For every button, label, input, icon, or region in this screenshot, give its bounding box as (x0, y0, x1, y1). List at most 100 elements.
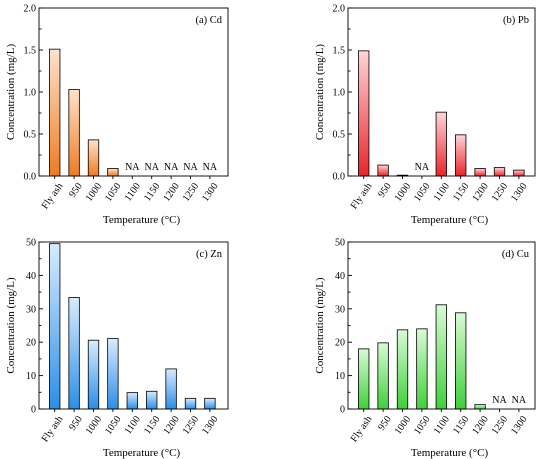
bar (184, 397, 197, 410)
bar (107, 168, 119, 177)
bar (146, 390, 158, 410)
x-tick-label: 1000 (84, 414, 104, 437)
x-tick-label: 1300 (509, 414, 529, 437)
x-axis-title: Temperature (°C) (411, 447, 489, 459)
bar (455, 312, 467, 410)
na-annotation: NA (512, 395, 527, 406)
y-tick-label: 2.0 (333, 4, 346, 15)
x-tick-label: 1100 (432, 414, 452, 436)
na-annotation: NA (492, 395, 507, 406)
na-annotation: NA (125, 162, 140, 173)
y-tick-label: 1.5 (24, 46, 37, 57)
na-annotation: NA (183, 162, 198, 173)
y-tick-label: 30 (26, 304, 36, 315)
x-tick-label: 1250 (181, 414, 201, 437)
x-tick-label: 1050 (103, 181, 123, 204)
y-axis-title: Concentration (mg/L) (314, 277, 326, 374)
y-tick-label: 10 (335, 371, 345, 382)
x-tick-label: 1150 (451, 181, 471, 203)
bar (165, 368, 177, 410)
plot-frame (38, 7, 229, 177)
bar (377, 342, 389, 410)
y-tick-label: 50 (26, 238, 36, 249)
y-axis-title: Concentration (mg/L) (5, 277, 17, 374)
x-tick-label: 1200 (470, 181, 490, 204)
y-tick-label: 1.5 (333, 46, 346, 57)
y-tick-label: 0.0 (24, 172, 37, 183)
bar (126, 392, 138, 410)
na-annotation: NA (203, 162, 218, 173)
bar (493, 167, 506, 177)
y-tick-label: 30 (335, 304, 345, 315)
x-tick-label: 1050 (412, 181, 432, 204)
x-axis-title: Temperature (°C) (103, 214, 181, 226)
x-tick-label: 1200 (161, 181, 181, 204)
x-axis-title: Temperature (°C) (411, 214, 489, 226)
x-tick-label: 1150 (142, 414, 162, 436)
x-tick-label: 1300 (509, 181, 529, 204)
y-tick-label: 1.0 (333, 88, 346, 99)
y-tick-label: 1.0 (24, 88, 37, 99)
bar (49, 48, 61, 177)
x-tick-label: 1000 (84, 181, 104, 204)
y-tick-label: 20 (26, 338, 36, 349)
bar (68, 297, 80, 410)
bar (396, 329, 409, 410)
bar (68, 89, 80, 177)
bar (204, 397, 216, 410)
x-tick-label: 950 (67, 414, 85, 433)
x-tick-label: 1050 (103, 414, 123, 437)
bar (358, 348, 370, 410)
bar (455, 134, 467, 177)
bar (435, 111, 447, 177)
y-tick-label: 0.0 (333, 172, 346, 183)
x-tick-label: 1100 (123, 181, 143, 203)
bar (107, 338, 119, 410)
x-tick-label: Fly ash (349, 414, 375, 444)
x-tick-label: Fly ash (349, 181, 375, 211)
y-axis-title: Concentration (mg/L) (314, 44, 326, 141)
x-tick-label: Fly ash (40, 181, 66, 211)
panel-label: (a) Cd (195, 15, 222, 26)
bar (513, 169, 525, 177)
bar (474, 404, 486, 410)
y-tick-label: 40 (335, 271, 345, 282)
panel-label: (b) Pb (503, 15, 529, 26)
x-tick-label: 950 (67, 181, 85, 200)
panel-label: (d) Cu (502, 249, 530, 260)
plot-frame (347, 241, 536, 410)
y-tick-label: 20 (335, 338, 345, 349)
chart-panel-1: Fly ash 95010001050NA1100NA1150NA1200NA12… (5, 4, 229, 226)
x-tick-label: 1150 (142, 181, 162, 203)
x-tick-label: 1100 (123, 414, 143, 436)
bar (416, 328, 428, 410)
y-tick-label: 0.5 (333, 130, 346, 141)
x-tick-label: 1250 (490, 181, 510, 204)
y-tick-label: 0 (31, 405, 36, 416)
plot-frame (38, 241, 229, 410)
x-tick-label: 1050 (412, 414, 432, 437)
bar (87, 139, 100, 177)
y-axis-title: Concentration (mg/L) (5, 44, 17, 141)
x-tick-label: 1300 (200, 414, 220, 437)
bar (49, 243, 61, 410)
bar (377, 164, 389, 177)
x-tick-label: Fly ash (40, 414, 66, 444)
bar (474, 168, 486, 177)
plot-frame (347, 7, 536, 177)
bar (435, 304, 447, 410)
x-tick-label: 950 (376, 181, 394, 200)
y-tick-label: 0.5 (24, 130, 37, 141)
x-tick-label: 950 (376, 414, 394, 433)
x-tick-label: 1250 (490, 414, 510, 437)
bar (358, 50, 370, 177)
x-tick-label: 1100 (432, 181, 452, 203)
x-axis-title: Temperature (°C) (103, 447, 181, 459)
x-tick-label: 1300 (200, 181, 220, 204)
na-annotation: NA (144, 162, 159, 173)
y-tick-label: 2.0 (24, 4, 37, 15)
